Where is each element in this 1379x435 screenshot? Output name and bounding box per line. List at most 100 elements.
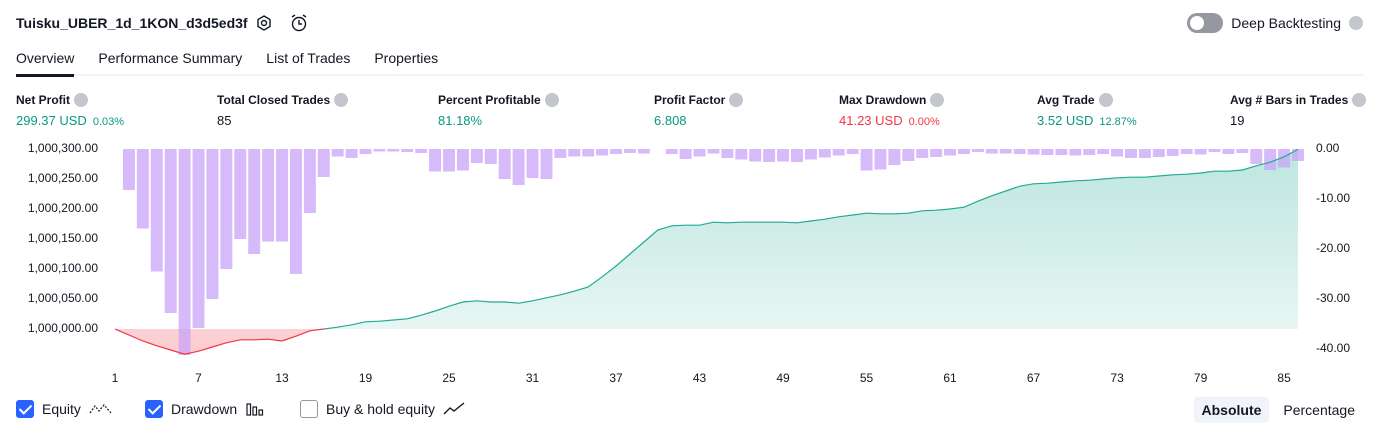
equity-area-negative xyxy=(115,329,1298,355)
metric: Total Closed Trades 85 xyxy=(217,93,349,128)
drawdown-bar xyxy=(220,149,233,269)
info-icon[interactable] xyxy=(544,93,559,107)
metric-percent: 12.87% xyxy=(1099,116,1137,128)
x-tick-label: 37 xyxy=(609,371,623,385)
drawdown-bar xyxy=(971,149,984,152)
drawdown-bar xyxy=(874,149,887,170)
x-tick-label: 61 xyxy=(943,371,957,385)
drawdown-bar xyxy=(999,149,1012,154)
info-icon[interactable] xyxy=(1349,16,1363,30)
drawdown-bar xyxy=(763,149,776,162)
metric-value-row: 81.18% xyxy=(438,113,559,128)
tab[interactable]: Properties xyxy=(374,50,439,66)
chart-controls: Equity Drawdown Buy & hold equity Absolute P… xyxy=(16,397,1363,424)
drawdown-bar xyxy=(1097,149,1110,154)
legend-label: Drawdown xyxy=(171,401,238,417)
x-tick-label: 19 xyxy=(359,371,373,385)
metric-name: Total Closed Trades xyxy=(217,93,331,107)
checkbox[interactable] xyxy=(145,400,163,418)
metric-label: Avg Trade xyxy=(1037,93,1137,107)
metric-name: Max Drawdown xyxy=(839,93,927,107)
metric-name: Profit Factor xyxy=(654,93,726,107)
drawdown-bar xyxy=(470,149,483,163)
drawdown-bar xyxy=(679,149,692,159)
drawdown-bar xyxy=(192,149,205,328)
x-tick-label: 1 xyxy=(112,371,119,385)
drawdown-bar xyxy=(1278,149,1291,168)
metric-value-row: 299.37 USD 0.03% xyxy=(16,113,124,128)
scale-mode-button[interactable]: Percentage xyxy=(1283,402,1355,418)
settings-icon[interactable] xyxy=(257,15,271,31)
metric-label: Profit Factor xyxy=(654,93,744,107)
drawdown-bar xyxy=(429,149,442,172)
metric-value: 19 xyxy=(1230,113,1245,128)
y-tick-label: 1,000,200.00 xyxy=(28,201,98,215)
drawdown-bar xyxy=(234,149,247,239)
alert-icon[interactable] xyxy=(291,14,307,32)
metric-value: 81.18% xyxy=(438,113,483,128)
x-tick-label: 43 xyxy=(693,371,707,385)
y-tick-label: 1,000,000.00 xyxy=(28,321,98,335)
drawdown-bar xyxy=(582,149,595,157)
drawdown-bar xyxy=(456,149,469,171)
drawdown-bar xyxy=(1264,149,1277,170)
metric: Net Profit 299.37 USD 0.03% xyxy=(16,93,124,128)
drawdown-bar xyxy=(303,149,316,213)
drawdown-bar xyxy=(957,149,970,154)
metric-label: Net Profit xyxy=(16,93,124,107)
legend-item[interactable]: Drawdown xyxy=(145,400,269,418)
y-tick-label: 1,000,100.00 xyxy=(28,261,98,275)
drawdown-bar xyxy=(1180,149,1193,154)
tab[interactable]: Performance Summary xyxy=(98,50,243,66)
drawdown-bar xyxy=(178,149,191,355)
drawdown-bar xyxy=(623,149,636,153)
drawdown-bar xyxy=(846,149,859,154)
metric-label: Max Drawdown xyxy=(839,93,945,107)
drawdown-bar xyxy=(331,149,344,157)
checkbox[interactable] xyxy=(16,400,34,418)
drawdown-bar xyxy=(596,149,609,156)
x-tick-label: 49 xyxy=(776,371,790,385)
tab[interactable]: Overview xyxy=(16,48,75,77)
drawdown-bar xyxy=(860,149,873,171)
drawdown-bar xyxy=(1013,149,1026,154)
metric-name: Net Profit xyxy=(16,93,70,107)
drawdown-bar xyxy=(359,149,372,154)
info-icon[interactable] xyxy=(334,93,349,107)
metric-value: 299.37 USD xyxy=(16,113,87,128)
x-tick-label: 25 xyxy=(442,371,456,385)
info-icon[interactable] xyxy=(930,93,945,107)
y-tick-label: 1,000,250.00 xyxy=(28,171,98,185)
y2-tick-label: 0.00 xyxy=(1316,141,1340,155)
drawdown-bar xyxy=(707,149,720,154)
toggle[interactable] xyxy=(1187,13,1224,33)
x-tick-label: 13 xyxy=(275,371,289,385)
metric-name: Percent Profitable xyxy=(438,93,541,107)
checkbox[interactable] xyxy=(300,400,318,418)
tabs: Overview Performance Summary List of Trade… xyxy=(16,48,1363,77)
scale-mode-button[interactable]: Absolute xyxy=(1193,397,1270,423)
drawdown-bar xyxy=(985,149,998,154)
drawdown-bar xyxy=(415,149,428,153)
info-icon[interactable] xyxy=(1098,93,1113,107)
metric-value-row: 3.52 USD 12.87% xyxy=(1037,113,1137,128)
drawdown-bar xyxy=(568,149,581,157)
metric-name: Avg # Bars in Trades xyxy=(1230,93,1349,107)
y-tick-label: 1,000,050.00 xyxy=(28,291,98,305)
legend-label: Buy & hold equity xyxy=(326,401,435,417)
drawdown-bar xyxy=(832,149,845,156)
info-icon[interactable] xyxy=(74,93,88,107)
y-tick-label: 1,000,300.00 xyxy=(28,141,98,155)
drawdown-bar xyxy=(526,149,539,178)
info-icon[interactable] xyxy=(729,93,744,107)
drawdown-bar xyxy=(1111,149,1124,157)
x-tick-label: 79 xyxy=(1194,371,1208,385)
drawdown-bar xyxy=(777,149,790,162)
tab[interactable]: List of Trades xyxy=(266,50,351,66)
legend-item[interactable]: Buy & hold equity xyxy=(300,400,467,418)
equity-line xyxy=(115,148,1299,329)
drawdown-bar xyxy=(818,149,831,158)
legend-item[interactable]: Equity xyxy=(16,400,113,418)
info-icon[interactable] xyxy=(1352,93,1367,107)
